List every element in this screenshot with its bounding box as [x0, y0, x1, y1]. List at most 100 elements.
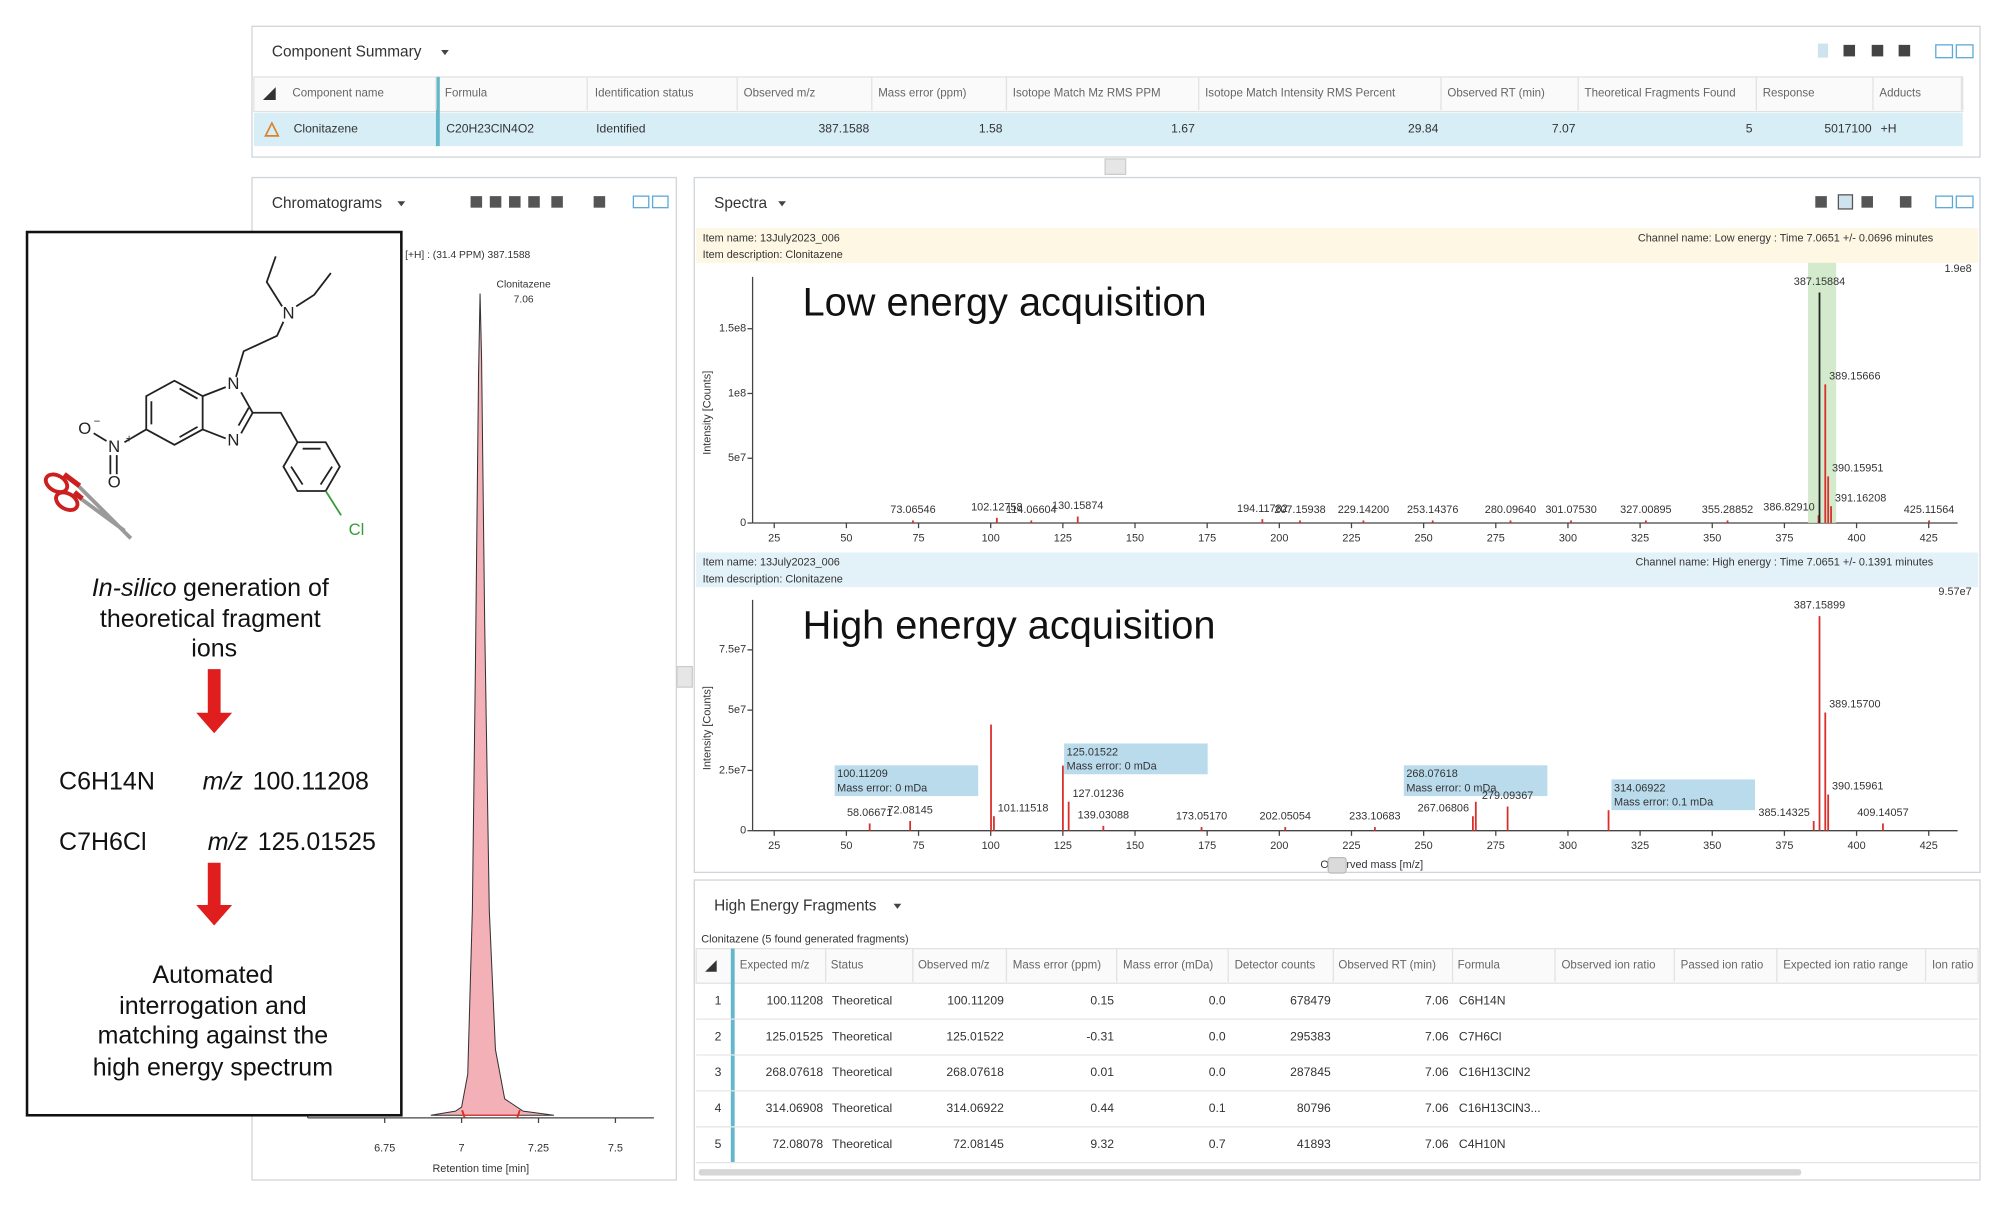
- table-cell: C6H14N: [1459, 993, 1506, 1007]
- table-cell: 0.01: [1090, 1065, 1114, 1079]
- table-cell: 72.08145: [953, 1137, 1004, 1151]
- toolbar-icon[interactable]: [1817, 43, 1829, 58]
- scroll-button[interactable]: [1327, 856, 1347, 874]
- splitter-handle[interactable]: [676, 665, 693, 688]
- x-tick-label: 400: [1847, 840, 1865, 852]
- toolbar-icon[interactable]: [1861, 196, 1873, 208]
- x-tick-label: 25: [768, 840, 780, 852]
- annotation-error: Mass error: 0 mDa: [837, 782, 928, 794]
- toolbar-icon[interactable]: [489, 196, 502, 208]
- table-cell: 268.07618: [766, 1065, 824, 1079]
- column-header: Component name: [292, 88, 384, 100]
- selected-row[interactable]: [253, 112, 1963, 147]
- table-cell: 5017100: [1824, 122, 1872, 136]
- x-tick-label: 200: [1270, 840, 1288, 852]
- item-name: Item name: 13July2023_006: [703, 557, 840, 569]
- annotation-text: Automated: [152, 961, 273, 989]
- item-header: [696, 228, 1979, 263]
- table-cell: Theoretical: [832, 1065, 892, 1079]
- spectra-panel: Spectra Item name: 13July2023_006 Item de…: [693, 176, 1981, 874]
- table-cell: C7H6Cl: [1459, 1029, 1502, 1043]
- toolbar-icon[interactable]: [1898, 44, 1911, 57]
- window-button[interactable]: [651, 195, 669, 209]
- table-cell: Theoretical: [832, 1101, 892, 1115]
- toolbar-icon[interactable]: [509, 196, 521, 208]
- annotation-text: matching against the: [98, 1021, 329, 1049]
- mz-label: m/z: [203, 768, 244, 796]
- annotation-box: [1403, 765, 1548, 797]
- x-tick-label: 350: [1703, 532, 1721, 544]
- column-header: Isotope Match Intensity RMS Percent: [1205, 88, 1396, 100]
- toolbar-icon[interactable]: [551, 196, 563, 208]
- integration-mark: [461, 1109, 466, 1119]
- column-header: Response: [1763, 88, 1815, 100]
- scissor-grip: [62, 472, 84, 501]
- x-tick-label: 100: [982, 532, 1000, 544]
- table-cell: C16H13ClN2: [1459, 1065, 1531, 1079]
- row-number: 4: [715, 1101, 722, 1115]
- annotation-mz: 125.01522: [1067, 746, 1118, 758]
- peak-label: 387.15884: [1794, 276, 1845, 288]
- column-header: Mass error (ppm): [878, 88, 966, 100]
- toolbar-icon[interactable]: [593, 196, 606, 208]
- mz-label: m/z: [208, 828, 249, 856]
- x-tick-label: 175: [1198, 532, 1216, 544]
- selection-band: [1807, 262, 1837, 524]
- column-header: Observed ion ratio: [1561, 959, 1655, 971]
- table-cell: 72.08078: [772, 1137, 823, 1151]
- window-button[interactable]: [1935, 44, 1954, 59]
- channel-name: Channel name: Low energy : Time 7.0651 +…: [1638, 232, 1934, 244]
- table-cell: 0.15: [1090, 993, 1114, 1007]
- x-tick-label: 275: [1487, 840, 1505, 852]
- trace-label: [+H] : (31.4 PPM) 387.1588: [405, 250, 530, 261]
- spectra: Item name: 13July2023_006 Item descriptio…: [696, 228, 1979, 871]
- dropdown-arrow[interactable]: [893, 903, 902, 909]
- toolbar-icon[interactable]: [1815, 196, 1827, 208]
- scissors-icon: [43, 472, 133, 540]
- table-cell: 0.0: [1209, 993, 1226, 1007]
- row-number: 1: [715, 993, 722, 1007]
- annotation-mz: 314.06922: [1614, 782, 1665, 794]
- peak-label: 279.09367: [1482, 790, 1533, 802]
- table-cell: 7.06: [1425, 1029, 1449, 1043]
- atom-label: Cl: [349, 520, 365, 539]
- peak-label: 267.06806: [1418, 802, 1469, 814]
- table-cell: 125.01525: [766, 1029, 824, 1043]
- dropdown-arrow[interactable]: [778, 201, 786, 207]
- toolbar-icon[interactable]: [1899, 196, 1912, 208]
- table-cell: 5: [1746, 122, 1753, 136]
- peak-label: 194.11782: [1237, 503, 1288, 515]
- toolbar-icon[interactable]: [470, 196, 483, 208]
- peak-label: 101.11518: [998, 802, 1049, 814]
- dropdown-arrow[interactable]: [441, 49, 449, 56]
- x-tick-label: 250: [1415, 532, 1433, 544]
- window-button[interactable]: [1955, 195, 1974, 209]
- column-marker: [435, 76, 440, 147]
- table-cell: -0.31: [1086, 1029, 1114, 1043]
- toolbar-icon[interactable]: [528, 196, 540, 208]
- window-button[interactable]: [632, 195, 650, 209]
- toolbar-icon[interactable]: [1871, 44, 1884, 57]
- x-tick-label: 75: [912, 532, 924, 544]
- splitter-handle[interactable]: [1104, 158, 1127, 175]
- toolbar-icon[interactable]: [1837, 194, 1854, 210]
- scrollbar[interactable]: [698, 1169, 1802, 1176]
- window-button[interactable]: [1935, 195, 1954, 209]
- dropdown-arrow[interactable]: [397, 201, 406, 207]
- row-number: 5: [715, 1137, 722, 1151]
- item-description: Item description: Clonitazene: [703, 249, 843, 261]
- table-cell: Identified: [596, 122, 645, 136]
- column-header: Observed m/z: [918, 959, 990, 971]
- toolbar-icon[interactable]: [1843, 44, 1856, 57]
- nitro-bonds: [93, 428, 147, 475]
- item-description: Item description: Clonitazene: [703, 573, 843, 585]
- atom-label: N: [283, 303, 295, 322]
- peak-label: 390.15961: [1832, 781, 1883, 793]
- table-cell: 100.11208: [767, 993, 824, 1007]
- window-button[interactable]: [1955, 44, 1974, 59]
- peak-label: 387.15899: [1794, 600, 1845, 612]
- table-cell: 7.06: [1425, 1137, 1449, 1151]
- item-name: Item name: 13July2023_006: [703, 232, 840, 244]
- atom-label: N: [227, 430, 239, 449]
- table-cell: 314.06908: [766, 1101, 824, 1115]
